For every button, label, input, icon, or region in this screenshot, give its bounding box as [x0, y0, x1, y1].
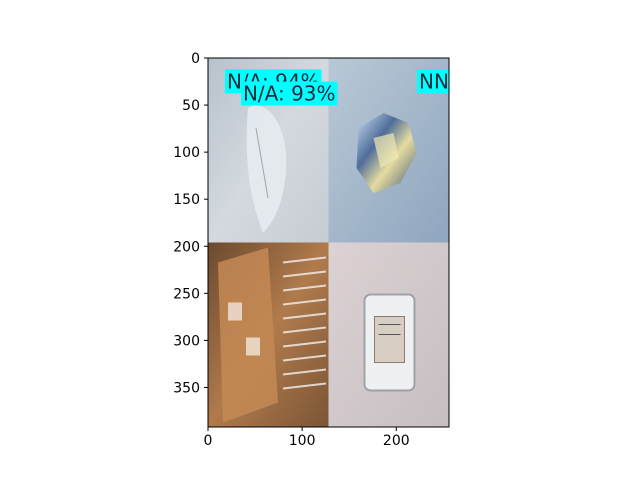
y-tick-label-7: 350 — [173, 380, 200, 396]
annotations: N/A: 94%N/A: 93%NN — [224, 69, 449, 106]
svg-text:NN: NN — [419, 69, 449, 93]
x-tick-label-0: 0 — [204, 433, 213, 449]
y-tick-label-1: 50 — [182, 98, 200, 114]
y-tick-label-6: 300 — [173, 333, 200, 349]
cardboard-box-photo — [208, 242, 329, 427]
y-tick-label-2: 100 — [173, 145, 200, 161]
x-tick-label-1: 100 — [289, 433, 316, 449]
y-tick-label-4: 200 — [173, 239, 200, 255]
axes-frame — [207, 57, 450, 428]
annotation-label-2: NN — [416, 69, 449, 94]
x-tick-label-2: 200 — [383, 433, 410, 449]
x-axis: 0 100 200 — [204, 427, 410, 449]
plastic-container-photo — [328, 242, 449, 427]
y-tick-label-3: 150 — [173, 192, 200, 208]
image-panels — [208, 58, 449, 427]
svg-text:N/A: 93%: N/A: 93% — [243, 82, 336, 106]
y-tick-label-5: 250 — [173, 286, 200, 302]
y-tick-label-0: 0 — [191, 51, 200, 67]
y-axis: 0 50 100 150 200 250 300 350 — [173, 51, 208, 396]
annotation-label-1: N/A: 93% — [240, 81, 338, 106]
